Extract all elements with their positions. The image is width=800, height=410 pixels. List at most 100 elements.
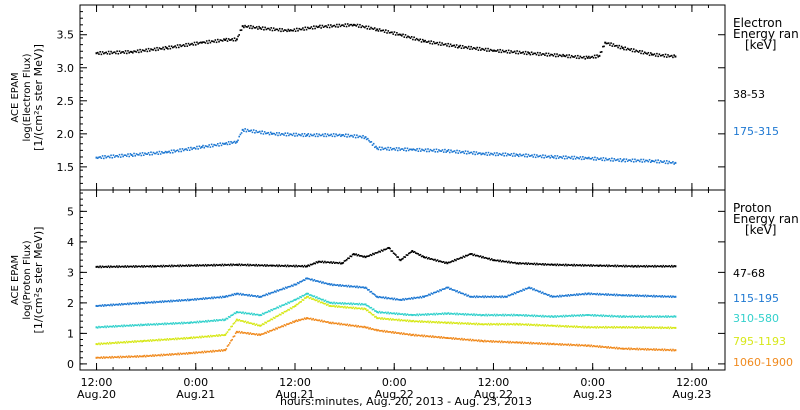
trace-dot	[602, 326, 605, 328]
trace-dot	[378, 317, 381, 319]
trace-dot	[344, 305, 346, 308]
trace-dot	[335, 284, 338, 287]
trace-dot	[332, 302, 334, 305]
trace-dot	[295, 319, 298, 322]
trace-dot	[124, 50, 127, 52]
trace-dot	[568, 156, 571, 159]
trace-dot	[166, 353, 169, 356]
trace-dot	[660, 316, 662, 318]
trace-dot	[456, 290, 459, 292]
trace-dot	[619, 265, 621, 267]
trace-dot	[530, 341, 532, 344]
trace-dot	[416, 320, 418, 323]
trace-dot	[382, 318, 385, 321]
trace-dot	[229, 294, 231, 297]
trace-dot	[546, 294, 549, 296]
data-point	[399, 259, 402, 262]
trace-dot	[476, 340, 479, 342]
trace-dot	[409, 148, 411, 151]
trace-dot	[517, 341, 520, 344]
trace-dot	[382, 29, 385, 32]
trace-dot	[475, 339, 478, 342]
trace-dot	[453, 44, 456, 47]
trace-dot	[550, 53, 552, 56]
data-point	[130, 50, 133, 53]
trace-dot	[613, 265, 615, 268]
trace-dot	[540, 342, 543, 344]
trace-dot	[556, 315, 559, 317]
trace-dot	[300, 265, 302, 268]
trace-dot	[98, 304, 100, 307]
trace-dot	[525, 53, 528, 56]
trace-dot	[274, 29, 276, 32]
trace-dot	[495, 295, 497, 298]
trace-dot	[286, 323, 288, 325]
trace-dot	[497, 341, 499, 343]
trace-dot	[635, 160, 637, 163]
trace-dot	[429, 42, 431, 45]
trace-dot	[149, 339, 152, 341]
trace-dot	[98, 356, 100, 359]
trace-dot	[434, 258, 436, 261]
trace-dot	[579, 55, 582, 58]
trace-dot	[419, 150, 422, 152]
trace-dot	[649, 265, 651, 268]
trace-dot	[603, 315, 606, 318]
trace-dot	[598, 292, 601, 295]
trace-dot	[278, 313, 281, 316]
data-point	[376, 147, 379, 150]
trace-dot	[101, 304, 104, 306]
trace-dot	[439, 337, 441, 339]
trace-dot	[647, 294, 649, 297]
trace-dot	[129, 153, 132, 155]
trace-dot	[308, 294, 311, 296]
trace-dot	[150, 323, 153, 326]
trace-dot	[623, 158, 625, 160]
trace-dot	[482, 314, 485, 316]
trace-dot	[654, 349, 656, 351]
data-point	[95, 326, 98, 329]
trace-dot	[131, 340, 134, 343]
trace-dot	[143, 324, 146, 326]
trace-dot	[271, 318, 274, 321]
trace-dot	[498, 152, 501, 155]
trace-dot	[305, 277, 307, 280]
trace-dot	[344, 302, 346, 304]
trace-dot	[116, 356, 118, 359]
trace-dot	[112, 265, 115, 268]
trace-dot	[353, 307, 356, 310]
trace-dot	[556, 343, 559, 345]
trace-dot	[133, 50, 135, 52]
trace-dot	[484, 295, 487, 297]
trace-dot	[240, 320, 243, 322]
trace-dot	[641, 50, 644, 52]
trace-dot	[537, 324, 539, 327]
trace-dot	[317, 135, 319, 138]
trace-dot	[634, 158, 636, 161]
data-point	[621, 294, 624, 297]
trace-dot	[537, 155, 539, 158]
trace-dot	[527, 341, 530, 344]
trace-dot	[254, 333, 257, 336]
trace-dot	[498, 295, 501, 298]
trace-dot	[300, 318, 302, 321]
trace-dot	[522, 262, 525, 265]
trace-dot	[468, 339, 470, 342]
data-point	[224, 39, 227, 42]
trace-dot	[179, 44, 181, 46]
data-point	[329, 301, 332, 304]
trace-dot	[532, 288, 534, 291]
trace-dot	[639, 326, 642, 329]
data-point	[224, 318, 227, 321]
trace-dot	[377, 148, 380, 151]
trace-dot	[560, 156, 562, 158]
trace-dot	[314, 318, 317, 321]
trace-dot	[453, 258, 456, 261]
trace-dot	[422, 313, 424, 316]
trace-dot	[488, 50, 491, 52]
trace-dot	[407, 149, 410, 152]
trace-dot	[668, 349, 671, 352]
trace-dot	[190, 43, 192, 46]
trace-dot	[470, 151, 473, 154]
trace-dot	[220, 334, 223, 336]
